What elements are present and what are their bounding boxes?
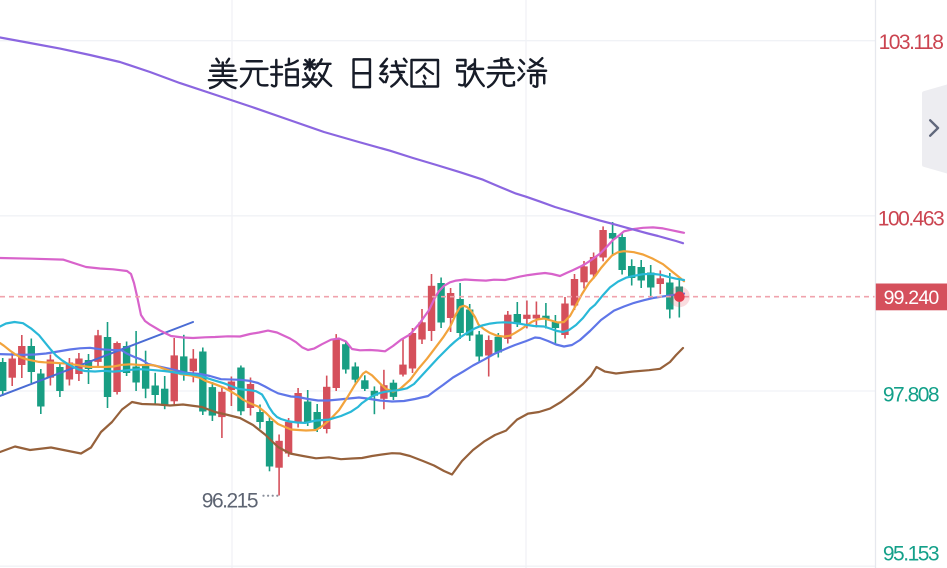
- svg-text:97.808: 97.808: [883, 384, 939, 407]
- svg-text:103.118: 103.118: [879, 31, 944, 54]
- svg-text:99.240: 99.240: [884, 287, 940, 309]
- svg-text:96.215: 96.215: [202, 490, 258, 513]
- svg-text:100.463: 100.463: [878, 207, 944, 230]
- svg-text:95.153: 95.153: [883, 543, 939, 566]
